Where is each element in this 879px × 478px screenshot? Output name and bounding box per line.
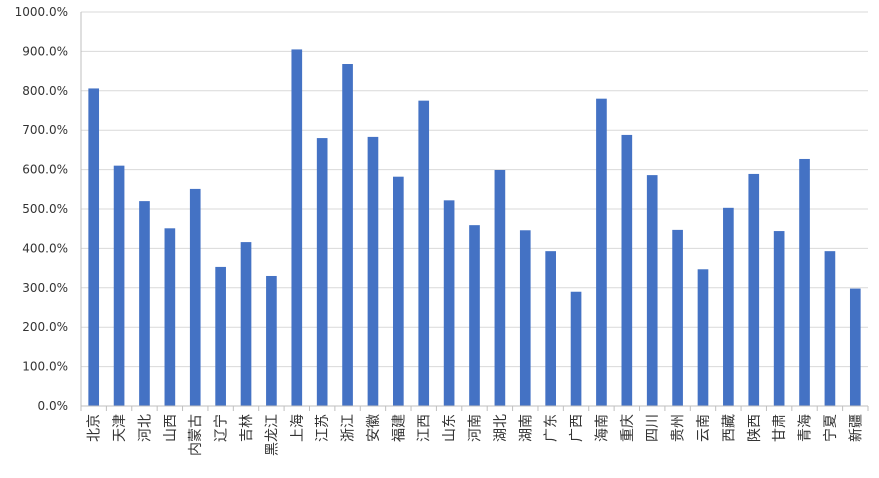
bar bbox=[824, 251, 836, 406]
bar bbox=[519, 230, 531, 406]
x-category-label: 上海 bbox=[290, 414, 306, 442]
x-category-label: 宁夏 bbox=[822, 414, 839, 442]
x-category-label: 云南 bbox=[696, 414, 712, 442]
x-category-label: 湖南 bbox=[518, 414, 534, 442]
x-category-label: 北京 bbox=[87, 414, 103, 442]
y-tick-label: 800.0% bbox=[22, 84, 68, 98]
bar bbox=[88, 88, 100, 406]
bar bbox=[215, 266, 226, 406]
x-category-label: 广西 bbox=[569, 414, 585, 442]
x-category-label: 天津 bbox=[112, 414, 128, 442]
bar bbox=[596, 98, 607, 407]
x-category-label: 吉林 bbox=[239, 414, 255, 442]
bar bbox=[672, 229, 683, 406]
x-category-label: 河北 bbox=[137, 414, 153, 442]
bar bbox=[443, 200, 455, 406]
x-category-label: 江西 bbox=[417, 414, 433, 442]
bar bbox=[494, 169, 506, 406]
bar bbox=[342, 64, 353, 407]
bar bbox=[545, 251, 556, 406]
x-category-label: 贵州 bbox=[671, 414, 687, 442]
x-category-label: 安徽 bbox=[366, 414, 382, 442]
bar bbox=[697, 269, 709, 406]
bar bbox=[164, 228, 176, 406]
y-tick-label: 400.0% bbox=[22, 241, 68, 255]
x-category-label: 山东 bbox=[442, 414, 458, 442]
x-category-label: 西藏 bbox=[721, 414, 737, 442]
x-category-label: 陕西 bbox=[747, 414, 763, 442]
bar bbox=[570, 291, 582, 406]
bar bbox=[418, 100, 430, 407]
y-tick-label: 300.0% bbox=[22, 281, 68, 295]
bar bbox=[266, 275, 277, 406]
y-tick-label: 0.0% bbox=[38, 399, 69, 413]
y-tick-label: 900.0% bbox=[22, 44, 68, 58]
x-category-label: 四川 bbox=[645, 414, 661, 442]
x-category-label: 辽宁 bbox=[213, 414, 230, 442]
bars bbox=[88, 49, 861, 407]
bar bbox=[799, 158, 810, 406]
x-category-label: 青海 bbox=[798, 414, 814, 442]
x-category-label: 山西 bbox=[163, 414, 179, 442]
bar bbox=[189, 188, 201, 406]
y-tick-label: 700.0% bbox=[22, 123, 68, 137]
bar bbox=[139, 201, 150, 406]
bar bbox=[367, 136, 379, 406]
bar bbox=[469, 225, 480, 406]
x-category-label: 内蒙古 bbox=[188, 414, 204, 456]
bar bbox=[393, 176, 404, 406]
y-tick-label: 600.0% bbox=[22, 163, 68, 177]
x-category-label: 海南 bbox=[594, 414, 610, 442]
bar bbox=[291, 49, 303, 407]
x-category-label: 福建 bbox=[391, 414, 407, 442]
bar bbox=[849, 288, 861, 406]
x-category-label: 广东 bbox=[544, 414, 560, 442]
y-tick-label: 1000.0% bbox=[15, 5, 68, 19]
bar bbox=[621, 134, 633, 407]
y-tick-label: 500.0% bbox=[22, 202, 68, 216]
x-category-label: 湖北 bbox=[493, 414, 509, 442]
x-category-label: 河南 bbox=[468, 414, 484, 442]
y-tick-label: 100.0% bbox=[22, 360, 68, 374]
bar bbox=[316, 138, 328, 406]
x-axis-category-labels: 北京 天津 河北 山西 内蒙古 辽宁 吉林 黑龙江 上海 江苏 浙江 安徽 福建 江西 山东 河南 湖北 湖南 广东… bbox=[87, 414, 865, 456]
x-category-label: 江苏 bbox=[315, 414, 331, 442]
x-category-label: 新疆 bbox=[848, 414, 864, 442]
bar bbox=[723, 207, 734, 406]
x-category-label: 甘肃 bbox=[772, 414, 788, 442]
bar bbox=[646, 175, 658, 406]
x-category-label: 黑龙江 bbox=[264, 414, 280, 456]
x-category-label: 浙江 bbox=[341, 414, 357, 442]
y-axis-tick-labels: 0.0% 100.0% 200.0% 300.0% 400.0% 500.0% 600.0%… bbox=[15, 5, 68, 413]
bar bbox=[240, 242, 252, 406]
y-tick-label: 200.0% bbox=[22, 320, 68, 334]
gridlines bbox=[81, 11, 868, 368]
bar bbox=[773, 231, 785, 406]
x-category-label: 重庆 bbox=[620, 414, 636, 442]
bar bbox=[113, 165, 125, 406]
axes bbox=[80, 12, 869, 411]
bar bbox=[748, 173, 760, 406]
